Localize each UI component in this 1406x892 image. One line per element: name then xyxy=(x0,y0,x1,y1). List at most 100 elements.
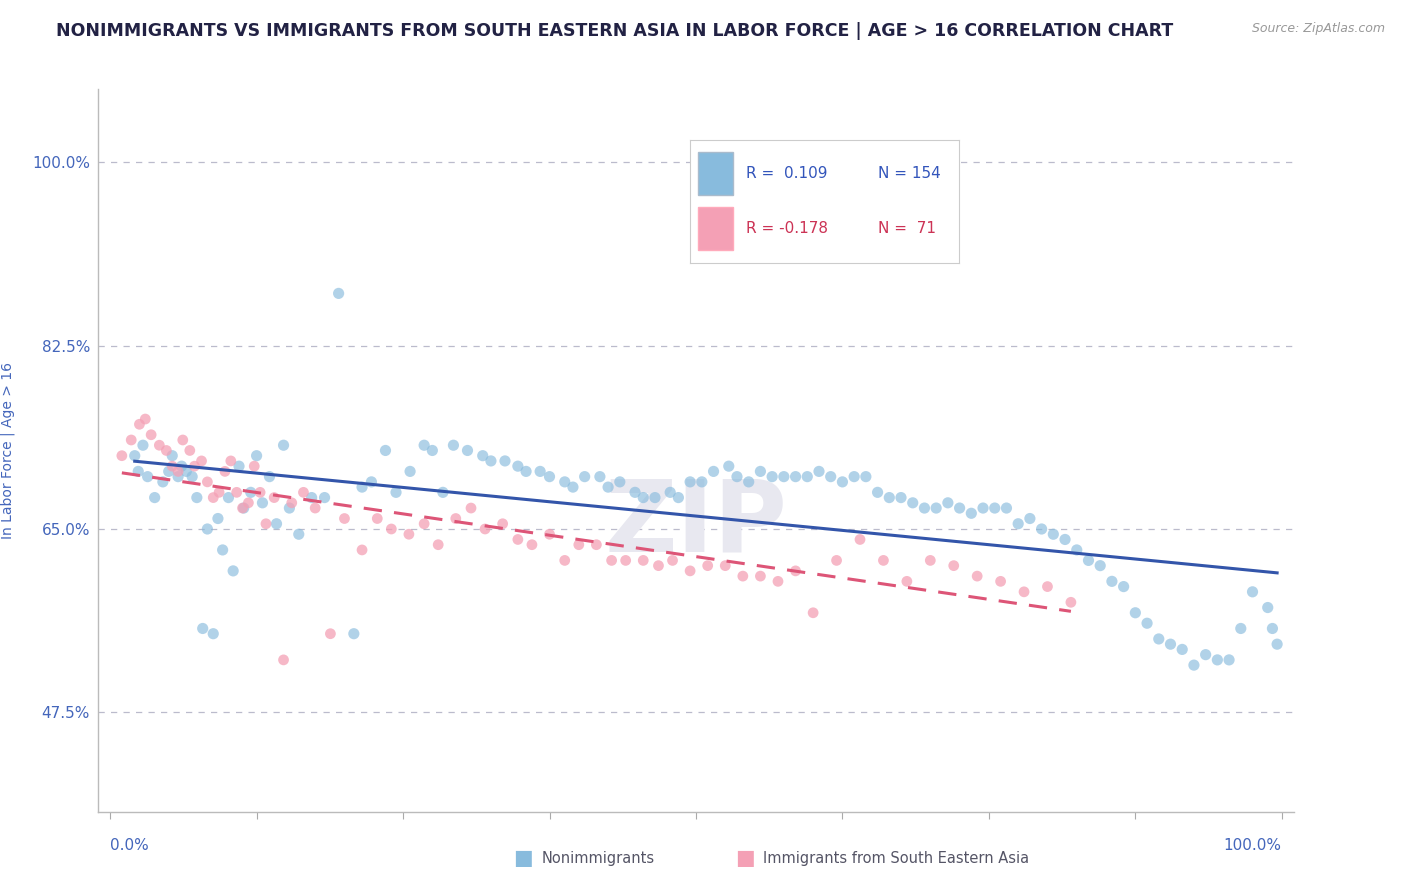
Point xyxy=(273,653,295,667)
Point xyxy=(554,553,576,567)
Point xyxy=(1036,580,1059,594)
Point xyxy=(427,538,450,552)
Point xyxy=(197,522,219,536)
Point xyxy=(232,501,254,516)
Point xyxy=(162,459,183,474)
Point xyxy=(457,443,479,458)
Point xyxy=(281,496,304,510)
Point xyxy=(1112,580,1135,594)
Point xyxy=(1012,584,1035,599)
Point xyxy=(714,558,737,573)
Point xyxy=(766,574,789,589)
Point xyxy=(960,506,983,520)
Point xyxy=(141,427,163,442)
Point xyxy=(890,491,912,505)
Point xyxy=(1031,522,1053,536)
Point xyxy=(661,553,683,567)
Point xyxy=(214,464,236,478)
Point xyxy=(831,475,853,489)
Point xyxy=(352,480,374,494)
Point xyxy=(127,464,149,478)
Point xyxy=(207,511,229,525)
Point xyxy=(515,464,537,478)
Point xyxy=(703,464,725,478)
Point xyxy=(679,564,702,578)
Point xyxy=(855,469,877,483)
Point xyxy=(263,491,285,505)
Point xyxy=(319,626,342,640)
Point xyxy=(995,501,1018,516)
Point xyxy=(901,496,924,510)
Point xyxy=(246,449,269,463)
Point xyxy=(167,469,190,483)
Point xyxy=(1241,584,1264,599)
Point xyxy=(157,464,180,478)
Point xyxy=(432,485,454,500)
Point xyxy=(352,543,374,558)
Point xyxy=(492,516,515,531)
Point xyxy=(136,469,159,483)
Point xyxy=(243,459,266,474)
Point xyxy=(562,480,585,494)
Point xyxy=(443,438,465,452)
Point xyxy=(1054,533,1077,547)
Point xyxy=(877,491,901,505)
Point xyxy=(1160,637,1182,651)
Point xyxy=(222,564,245,578)
Point xyxy=(474,522,496,536)
Point xyxy=(1125,606,1147,620)
Text: Nonimmigrants: Nonimmigrants xyxy=(541,851,654,865)
Text: 0.0%: 0.0% xyxy=(110,838,149,853)
Point xyxy=(600,553,623,567)
Point xyxy=(1206,653,1229,667)
Point xyxy=(1261,622,1284,636)
Point xyxy=(808,464,831,478)
Point xyxy=(186,491,208,505)
Point xyxy=(155,443,177,458)
Point xyxy=(179,443,201,458)
Point xyxy=(820,469,842,483)
Text: NONIMMIGRANTS VS IMMIGRANTS FROM SOUTH EASTERN ASIA IN LABOR FORCE | AGE > 16 CO: NONIMMIGRANTS VS IMMIGRANTS FROM SOUTH E… xyxy=(56,22,1174,40)
Point xyxy=(266,516,288,531)
Point xyxy=(725,469,748,483)
Point xyxy=(972,501,994,516)
Point xyxy=(218,491,240,505)
Point xyxy=(1265,637,1288,651)
Point xyxy=(259,469,281,483)
Point xyxy=(920,553,942,567)
Point xyxy=(202,491,225,505)
Point xyxy=(239,485,262,500)
Point xyxy=(1019,511,1042,525)
Point xyxy=(825,553,848,567)
Point xyxy=(966,569,988,583)
Point xyxy=(538,469,561,483)
Point xyxy=(1171,642,1194,657)
Point xyxy=(506,459,529,474)
Point xyxy=(479,454,502,468)
Point xyxy=(399,464,422,478)
Point xyxy=(360,475,382,489)
Text: ■: ■ xyxy=(735,848,755,868)
Point xyxy=(170,459,193,474)
Point xyxy=(844,469,866,483)
Point xyxy=(422,443,444,458)
Point xyxy=(647,558,669,573)
Point xyxy=(914,501,936,516)
Point xyxy=(554,475,576,489)
Point xyxy=(1195,648,1218,662)
Point xyxy=(288,527,311,541)
Point xyxy=(134,412,156,426)
Point xyxy=(172,433,194,447)
Point xyxy=(228,459,250,474)
Point xyxy=(494,454,516,468)
Point xyxy=(614,553,637,567)
Point xyxy=(538,527,561,541)
Point xyxy=(304,501,326,516)
Point xyxy=(668,491,690,505)
Point xyxy=(413,516,436,531)
Point xyxy=(191,622,214,636)
Point xyxy=(238,496,260,510)
Point xyxy=(624,485,647,500)
Point xyxy=(314,491,336,505)
Point xyxy=(1077,553,1099,567)
